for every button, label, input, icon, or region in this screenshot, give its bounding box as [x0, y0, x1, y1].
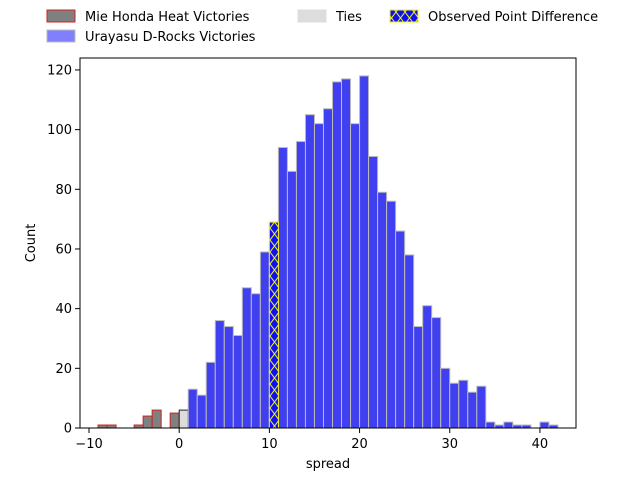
bar: [151, 409, 162, 429]
bar: [386, 200, 397, 429]
bar: [485, 421, 496, 429]
bar: [404, 254, 415, 429]
x-tick-label: 40: [532, 437, 549, 452]
y-tick-label: 100: [47, 123, 72, 138]
legend-swatch: [297, 9, 327, 23]
bar: [295, 141, 306, 429]
x-tick-label: −10: [75, 437, 102, 452]
x-tick-label: 30: [441, 437, 458, 452]
bar: [250, 293, 261, 429]
bar: [286, 170, 297, 429]
bar: [187, 388, 198, 429]
legend-label: Observed Point Difference: [428, 10, 598, 25]
y-tick-label: 60: [55, 242, 72, 257]
bar: [377, 191, 388, 429]
x-axis: −10 0 10 20 30 40: [75, 428, 548, 452]
legend-label: Ties: [335, 10, 362, 25]
bar: [422, 305, 433, 429]
bar: [413, 326, 424, 429]
bar: [350, 123, 361, 429]
bar: [196, 394, 207, 429]
legend-swatch: [46, 9, 76, 23]
y-tick-label: 80: [55, 183, 72, 198]
bar: [223, 326, 234, 429]
bar: [205, 361, 216, 429]
legend-swatch: [46, 29, 76, 43]
bar: [458, 379, 469, 429]
bars-layer: [97, 75, 559, 429]
y-tick-label: 20: [55, 362, 72, 377]
y-tick-label: 40: [55, 302, 72, 317]
y-tick-label: 0: [64, 422, 72, 437]
bar-hatch: [269, 222, 279, 428]
bar: [178, 409, 189, 429]
bar: [539, 421, 550, 429]
bar: [467, 391, 478, 429]
bar: [368, 155, 379, 429]
plot-frame: [79, 57, 577, 429]
bar: [449, 382, 460, 429]
legend-label: Urayasu D-Rocks Victories: [85, 30, 256, 45]
bar: [232, 335, 243, 429]
x-tick-label: 0: [175, 437, 183, 452]
x-tick-label: 10: [261, 437, 278, 452]
y-axis-label: Count: [24, 224, 39, 263]
bar: [431, 317, 442, 429]
bar: [169, 412, 180, 429]
bar: [277, 147, 288, 429]
y-tick-label: 120: [47, 63, 72, 78]
bar: [142, 415, 153, 429]
bar: [395, 230, 406, 429]
bar: [259, 251, 270, 429]
bar: [322, 108, 334, 429]
bar: [359, 75, 370, 429]
bar: [503, 421, 514, 429]
y-axis: 0 20 40 60 80 100 120: [47, 63, 80, 437]
legend: Mie Honda Heat Victories Urayasu D-Rocks …: [46, 9, 598, 45]
x-tick-label: 20: [351, 437, 368, 452]
legend-swatch-hatch: [390, 10, 418, 22]
bar: [440, 367, 451, 429]
bar: [341, 78, 352, 429]
bar: [313, 123, 324, 429]
bar: [214, 320, 225, 429]
bar: [304, 114, 315, 429]
bar: [476, 385, 487, 429]
x-axis-label: spread: [306, 457, 350, 472]
bar: [241, 287, 252, 429]
bar: [332, 81, 343, 429]
legend-label: Mie Honda Heat Victories: [85, 10, 250, 25]
